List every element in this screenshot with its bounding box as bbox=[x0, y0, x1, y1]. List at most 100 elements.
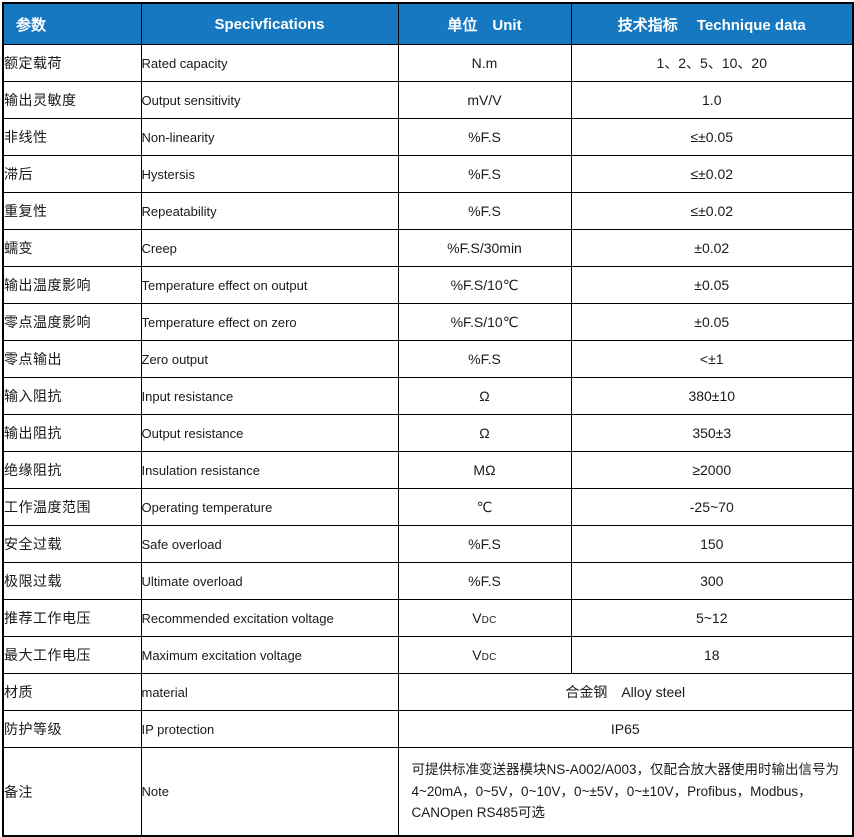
param-name-cn: 额定载荷 bbox=[2, 44, 142, 82]
param-name-cn: 防护等级 bbox=[2, 710, 142, 748]
table-row: 最大工作电压 Maximum excitation voltage VDC 18 bbox=[2, 636, 854, 674]
param-name-en: Input resistance bbox=[140, 377, 399, 415]
unit-cell: %F.S bbox=[397, 340, 572, 378]
technique-value-cell: ≤±0.05 bbox=[570, 118, 854, 156]
param-name-cn: 材质 bbox=[2, 673, 142, 711]
param-name-cn: 输入阻抗 bbox=[2, 377, 142, 415]
technique-value-cell: ≤±0.02 bbox=[570, 155, 854, 193]
table-row: 工作温度范围 Operating temperature ℃ -25~70 bbox=[2, 488, 854, 526]
unit-cell: VDC bbox=[397, 636, 572, 674]
param-name-cn: 安全过载 bbox=[2, 525, 142, 563]
table-row: 蠕变 Creep %F.S/30min ±0.02 bbox=[2, 229, 854, 267]
technique-value-cell: 1.0 bbox=[570, 81, 854, 119]
unit-cell: %F.S/10℃ bbox=[397, 266, 572, 304]
header-param-cn: 参数 bbox=[2, 2, 142, 45]
header-specifications: Specivfications bbox=[140, 2, 399, 45]
unit-cell: Ω bbox=[397, 414, 572, 452]
technique-value-cell: 150 bbox=[570, 525, 854, 563]
param-name-cn: 推荐工作电压 bbox=[2, 599, 142, 637]
technique-value-cell: 1、2、5、10、20 bbox=[570, 44, 854, 82]
table-row: 重复性 Repeatability %F.S ≤±0.02 bbox=[2, 192, 854, 230]
technique-value-cell: 18 bbox=[570, 636, 854, 674]
param-name-en: Insulation resistance bbox=[140, 451, 399, 489]
table-row: 推荐工作电压 Recommended excitation voltage VDC 5… bbox=[2, 599, 854, 637]
technique-value-cell: 300 bbox=[570, 562, 854, 600]
table-row: 备注 Note 可提供标准变送器模块NS-A002/A003，仅配合放大器使用时输出… bbox=[2, 747, 854, 837]
unit-cell: %F.S bbox=[397, 118, 572, 156]
param-name-en: Safe overload bbox=[140, 525, 399, 563]
param-name-en: Output resistance bbox=[140, 414, 399, 452]
header-row: 参数 Specivfications 单位 Unit 技术指标 Techniqu… bbox=[2, 2, 854, 45]
param-name-en: Maximum excitation voltage bbox=[140, 636, 399, 674]
technique-value-cell: ±0.02 bbox=[570, 229, 854, 267]
param-name-cn: 输出阻抗 bbox=[2, 414, 142, 452]
unit-cell: ℃ bbox=[397, 488, 572, 526]
table-row: 非线性 Non-linearity %F.S ≤±0.05 bbox=[2, 118, 854, 156]
param-name-en: Temperature effect on zero bbox=[140, 303, 399, 341]
unit-subscript: DC bbox=[481, 652, 497, 663]
param-name-en: Rated capacity bbox=[140, 44, 399, 82]
unit-cell: VDC bbox=[397, 599, 572, 637]
unit-cell: %F.S bbox=[397, 192, 572, 230]
header-unit: 单位 Unit bbox=[397, 2, 572, 45]
unit-cell: %F.S/10℃ bbox=[397, 303, 572, 341]
technique-value-cell: ≤±0.02 bbox=[570, 192, 854, 230]
param-name-en: Temperature effect on output bbox=[140, 266, 399, 304]
table-row: 材质 material 合金钢 Alloy steel bbox=[2, 673, 854, 711]
table-header: 参数 Specivfications 单位 Unit 技术指标 Techniqu… bbox=[2, 2, 854, 45]
param-name-en: IP protection bbox=[140, 710, 399, 748]
param-name-en: Note bbox=[140, 747, 399, 837]
table-row: 零点输出 Zero output %F.S <±1 bbox=[2, 340, 854, 378]
table-row: 安全过载 Safe overload %F.S 150 bbox=[2, 525, 854, 563]
param-name-cn: 非线性 bbox=[2, 118, 142, 156]
param-name-en: Operating temperature bbox=[140, 488, 399, 526]
table-row: 滞后 Hystersis %F.S ≤±0.02 bbox=[2, 155, 854, 193]
unit-cell: %F.S bbox=[397, 525, 572, 563]
param-name-en: Ultimate overload bbox=[140, 562, 399, 600]
table-row: 输出灵敏度 Output sensitivity mV/V 1.0 bbox=[2, 81, 854, 119]
table-row: 输出温度影响 Temperature effect on output %F.S/1… bbox=[2, 266, 854, 304]
table-row: 极限过载 Ultimate overload %F.S 300 bbox=[2, 562, 854, 600]
param-name-cn: 输出灵敏度 bbox=[2, 81, 142, 119]
header-technique-data: 技术指标 Technique data bbox=[570, 2, 854, 45]
param-name-cn: 极限过载 bbox=[2, 562, 142, 600]
unit-cell: N.m bbox=[397, 44, 572, 82]
table-row: 零点温度影响 Temperature effect on zero %F.S/10℃… bbox=[2, 303, 854, 341]
unit-cell: mV/V bbox=[397, 81, 572, 119]
param-name-en: material bbox=[140, 673, 399, 711]
param-name-en: Zero output bbox=[140, 340, 399, 378]
table-row: 输入阻抗 Input resistance Ω 380±10 bbox=[2, 377, 854, 415]
param-name-cn: 零点输出 bbox=[2, 340, 142, 378]
technique-value-cell: ≥2000 bbox=[570, 451, 854, 489]
table-row: 绝缘阻抗 Insulation resistance MΩ ≥2000 bbox=[2, 451, 854, 489]
unit-cell: %F.S/30min bbox=[397, 229, 572, 267]
technique-value-cell: ±0.05 bbox=[570, 266, 854, 304]
merged-value: IP65 bbox=[397, 710, 854, 748]
param-name-en: Recommended excitation voltage bbox=[140, 599, 399, 637]
param-name-cn: 蠕变 bbox=[2, 229, 142, 267]
param-name-en: Repeatability bbox=[140, 192, 399, 230]
param-name-cn: 备注 bbox=[2, 747, 142, 837]
spec-table-body: 额定载荷 Rated capacity N.m 1、2、5、10、20 输出灵敏度 Out… bbox=[2, 44, 854, 837]
technique-value-cell: -25~70 bbox=[570, 488, 854, 526]
param-name-en: Creep bbox=[140, 229, 399, 267]
technique-value-cell: 380±10 bbox=[570, 377, 854, 415]
unit-subscript: DC bbox=[481, 615, 497, 626]
table-row: 防护等级 IP protection IP65 bbox=[2, 710, 854, 748]
table-row: 输出阻抗 Output resistance Ω 350±3 bbox=[2, 414, 854, 452]
unit-cell: %F.S bbox=[397, 155, 572, 193]
merged-value: 可提供标准变送器模块NS-A002/A003，仅配合放大器使用时输出信号为4~2… bbox=[397, 747, 854, 837]
merged-value: 合金钢 Alloy steel bbox=[397, 673, 854, 711]
param-name-en: Output sensitivity bbox=[140, 81, 399, 119]
param-name-cn: 输出温度影响 bbox=[2, 266, 142, 304]
param-name-cn: 零点温度影响 bbox=[2, 303, 142, 341]
technique-value-cell: <±1 bbox=[570, 340, 854, 378]
param-name-cn: 工作温度范围 bbox=[2, 488, 142, 526]
param-name-cn: 滞后 bbox=[2, 155, 142, 193]
unit-cell: %F.S bbox=[397, 562, 572, 600]
param-name-en: Hystersis bbox=[140, 155, 399, 193]
unit-cell: Ω bbox=[397, 377, 572, 415]
param-name-cn: 最大工作电压 bbox=[2, 636, 142, 674]
